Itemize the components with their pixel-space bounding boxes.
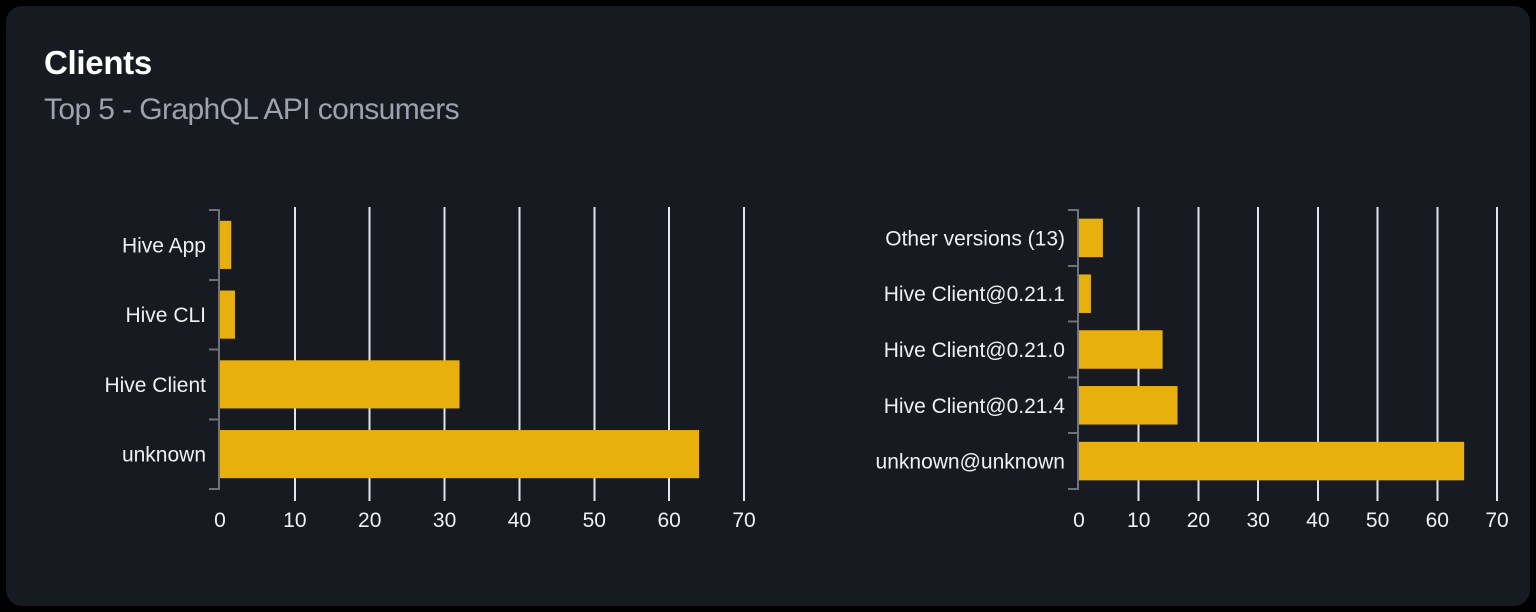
clients-bar-chart: 0 10 20 30 40 50 60 70 Hive App Hive CLI Hive Clie…: [104, 207, 756, 532]
x-tick-label: 20: [1187, 509, 1210, 532]
x-tick-label: 30: [433, 509, 456, 532]
x-tick-label: 20: [358, 509, 381, 532]
x-tick-label: 50: [583, 509, 606, 532]
card-title: Clients: [44, 44, 152, 81]
x-tick-label: 10: [1127, 509, 1150, 532]
bar: [220, 360, 460, 409]
category-label: Other versions (13): [885, 227, 1065, 250]
x-tick-label: 0: [1073, 509, 1085, 532]
category-label: Hive Client@0.21.0: [884, 339, 1065, 362]
x-tick-label: 40: [1306, 509, 1329, 532]
bar: [1079, 218, 1103, 258]
bar: [220, 220, 232, 269]
x-tick-label: 70: [732, 509, 755, 532]
bar: [1079, 330, 1163, 369]
category-label: Hive App: [122, 234, 206, 257]
category-label: unknown: [122, 444, 206, 467]
x-tick-label: 0: [214, 509, 226, 532]
x-tick-label: 30: [1246, 509, 1269, 532]
client-versions-bar-chart: 0 10 20 30 40 50 60 70 Other versions (13) Hive C…: [876, 207, 1509, 532]
bar: [220, 430, 700, 479]
card-subtitle: Top 5 - GraphQL API consumers: [44, 93, 460, 126]
x-tick-label: 70: [1485, 509, 1508, 532]
x-tick-label: 60: [1426, 509, 1449, 532]
bar: [1079, 274, 1091, 313]
bar: [1079, 441, 1465, 481]
clients-card: Clients Top 5 - GraphQL API consumers 0 1…: [6, 6, 1530, 606]
x-tick-label: 10: [283, 509, 306, 532]
bar: [220, 290, 235, 339]
category-label: Hive CLI: [125, 304, 206, 327]
x-tick-label: 50: [1366, 509, 1389, 532]
category-label: Hive Client@0.21.1: [884, 283, 1065, 306]
bar: [1079, 386, 1178, 425]
category-label: Hive Client@0.21.4: [884, 395, 1066, 418]
x-tick-label: 40: [508, 509, 531, 532]
category-label: unknown@unknown: [876, 451, 1065, 474]
category-label: Hive Client: [104, 374, 206, 397]
x-tick-label: 60: [657, 509, 680, 532]
